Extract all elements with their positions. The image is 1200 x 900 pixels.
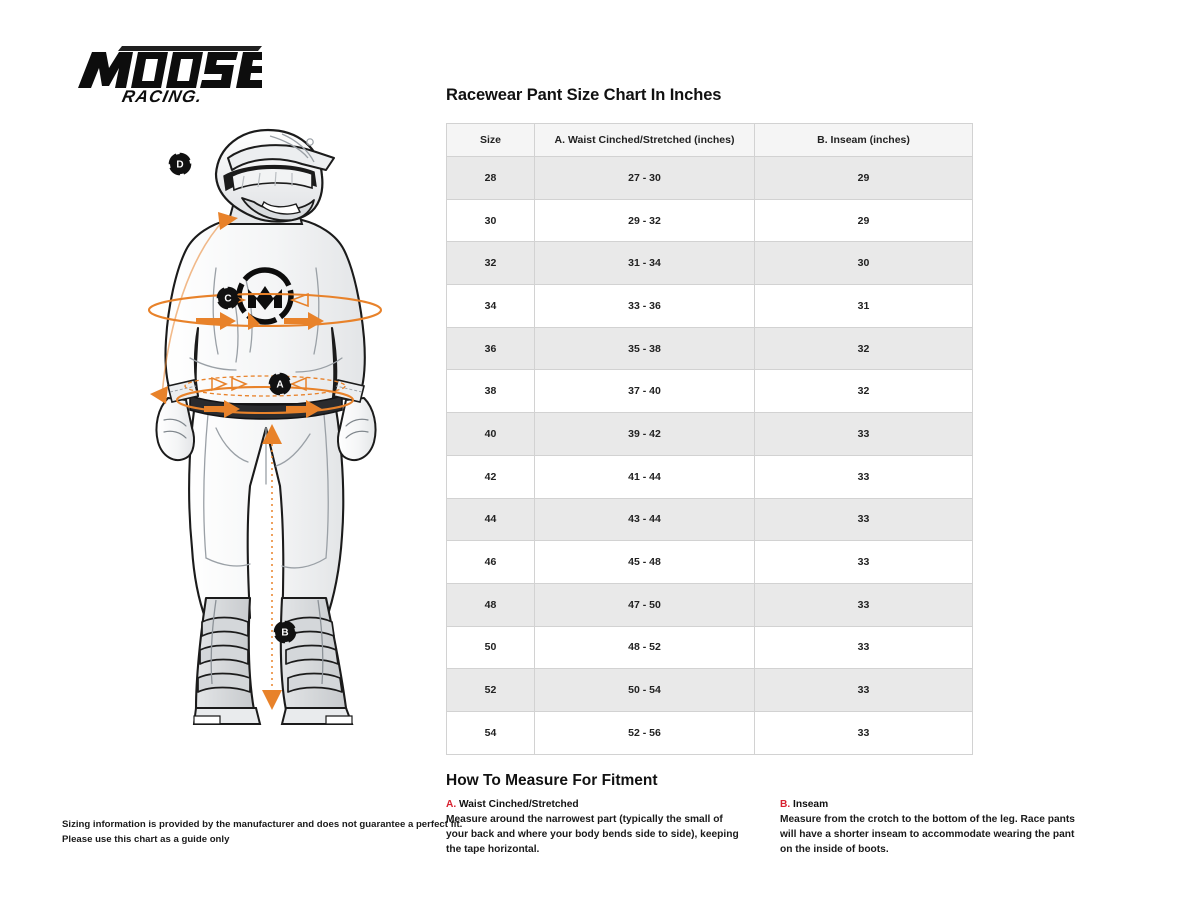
moose-m-emblem xyxy=(236,267,294,325)
cell-inseam: 33 xyxy=(754,412,973,456)
how-to-measure-section: A. Waist Cinched/Stretched Measure aroun… xyxy=(446,799,1086,858)
cell-inseam: 29 xyxy=(754,156,973,200)
table-row: 40 39 - 42 33 xyxy=(446,412,973,456)
cell-waist: 52 - 56 xyxy=(534,710,755,755)
svg-text:B: B xyxy=(281,628,288,639)
cell-inseam: 31 xyxy=(754,284,973,328)
how-to-measure-title: How To Measure For Fitment xyxy=(446,771,658,789)
svg-text:A: A xyxy=(276,380,283,391)
cell-waist: 31 - 34 xyxy=(534,241,755,286)
size-chart-panel: Racewear Pant Size Chart In Inches Size … xyxy=(446,86,1086,858)
cell-inseam: 33 xyxy=(754,540,973,584)
cell-size: 28 xyxy=(446,156,535,200)
rider-figure-icon: D C A B xyxy=(147,128,383,725)
cell-waist: 39 - 42 xyxy=(534,412,755,456)
sleeve-measure-curve xyxy=(161,219,225,397)
table-header-row: Size A. Waist Cinched/Stretched (inches)… xyxy=(446,123,973,157)
measure-name-b: Inseam xyxy=(793,798,829,810)
marker-A: A xyxy=(268,372,292,396)
helmet xyxy=(214,128,335,225)
table-row: 34 33 - 36 31 xyxy=(446,284,973,328)
rider-illustration: D C A B xyxy=(120,128,410,738)
table-row: 36 35 - 38 32 xyxy=(446,326,973,371)
cell-inseam: 33 xyxy=(754,582,973,627)
table-row: 28 27 - 30 29 xyxy=(446,156,973,200)
cell-size: 50 xyxy=(446,625,535,670)
column-header-inseam: B. Inseam (inches) xyxy=(754,123,973,157)
cell-size: 52 xyxy=(446,668,535,712)
table-row: 48 47 - 50 33 xyxy=(446,582,973,627)
marker-C: C xyxy=(216,286,240,310)
cell-size: 32 xyxy=(446,241,535,286)
cell-waist: 41 - 44 xyxy=(534,454,755,499)
cell-inseam: 33 xyxy=(754,454,973,499)
marker-D: D xyxy=(168,152,192,176)
table-row: 46 45 - 48 33 xyxy=(446,540,973,584)
cell-waist: 48 - 52 xyxy=(534,625,755,670)
cell-inseam: 33 xyxy=(754,497,973,542)
table-row: 30 29 - 32 29 xyxy=(446,198,973,243)
page-title: Racewear Pant Size Chart In Inches xyxy=(446,86,722,104)
measure-item-a: A. Waist Cinched/Stretched Measure aroun… xyxy=(446,799,746,858)
svg-text:C: C xyxy=(224,294,231,305)
cell-size: 44 xyxy=(446,497,535,542)
cell-size: 42 xyxy=(446,454,535,499)
cell-inseam: 29 xyxy=(754,198,973,243)
cell-waist: 47 - 50 xyxy=(534,582,755,627)
measure-letter-a: A. xyxy=(446,798,457,810)
table-row: 52 50 - 54 33 xyxy=(446,668,973,712)
svg-text:RACING.: RACING. xyxy=(120,86,204,104)
marker-B: B xyxy=(273,620,297,644)
cell-inseam: 32 xyxy=(754,326,973,371)
cell-size: 36 xyxy=(446,326,535,371)
cell-waist: 27 - 30 xyxy=(534,156,755,200)
cell-waist: 43 - 44 xyxy=(534,497,755,542)
chest-measure-ellipse xyxy=(147,292,383,328)
table-row: 32 31 - 34 30 xyxy=(446,241,973,286)
cell-inseam: 33 xyxy=(754,668,973,712)
cell-size: 30 xyxy=(446,198,535,243)
cell-size: 34 xyxy=(446,284,535,328)
measure-description-a: Measure around the narrowest part (typic… xyxy=(446,813,739,856)
cell-waist: 29 - 32 xyxy=(534,198,755,243)
svg-text:D: D xyxy=(176,160,183,171)
size-chart-table: Size A. Waist Cinched/Stretched (inches)… xyxy=(446,123,973,755)
cell-waist: 37 - 40 xyxy=(534,369,755,414)
table-row: 42 41 - 44 33 xyxy=(446,454,973,499)
cell-size: 38 xyxy=(446,369,535,414)
cell-size: 48 xyxy=(446,582,535,627)
moose-racing-logo-icon: RACING. xyxy=(78,46,262,104)
column-header-size: Size xyxy=(446,123,535,157)
column-header-waist: A. Waist Cinched/Stretched (inches) xyxy=(534,123,755,157)
brand-logo: RACING. xyxy=(62,42,262,104)
cell-inseam: 33 xyxy=(754,710,973,755)
measure-name-a: Waist Cinched/Stretched xyxy=(459,798,579,810)
measure-description-b: Measure from the crotch to the bottom of… xyxy=(780,813,1075,856)
cell-inseam: 32 xyxy=(754,369,973,414)
cell-inseam: 33 xyxy=(754,625,973,670)
waist-measure-ellipse xyxy=(175,385,355,415)
table-row: 38 37 - 40 32 xyxy=(446,369,973,414)
measure-item-b-heading: B. Inseam xyxy=(780,799,1080,810)
cell-size: 40 xyxy=(446,412,535,456)
cell-size: 46 xyxy=(446,540,535,584)
measure-letter-b: B. xyxy=(780,798,791,810)
cell-waist: 35 - 38 xyxy=(534,326,755,371)
sizing-disclaimer: Sizing information is provided by the ma… xyxy=(62,818,462,848)
cell-waist: 33 - 36 xyxy=(534,284,755,328)
measure-item-b: B. Inseam Measure from the crotch to the… xyxy=(780,799,1080,858)
measurement-annotations: D C A B xyxy=(147,152,383,710)
disclaimer-line-1: Sizing information is provided by the ma… xyxy=(62,819,463,830)
cell-inseam: 30 xyxy=(754,241,973,286)
measure-item-a-heading: A. Waist Cinched/Stretched xyxy=(446,799,746,810)
cell-waist: 50 - 54 xyxy=(534,668,755,712)
disclaimer-line-2: Please use this chart as a guide only xyxy=(62,833,230,845)
table-row: 54 52 - 56 33 xyxy=(446,710,973,755)
cell-size: 54 xyxy=(446,710,535,755)
table-row: 44 43 - 44 33 xyxy=(446,497,973,542)
cell-waist: 45 - 48 xyxy=(534,540,755,584)
table-row: 50 48 - 52 33 xyxy=(446,625,973,670)
